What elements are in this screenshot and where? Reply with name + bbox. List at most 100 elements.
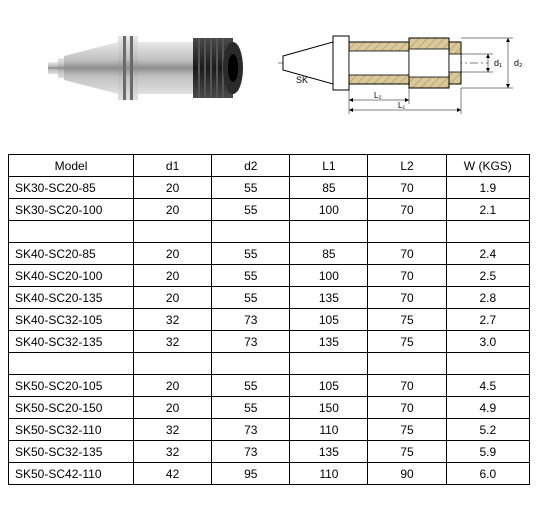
spacer-cell [290,353,368,375]
dim-l2-label: L₂ [374,91,382,100]
cell-model: SK40-SC20-85 [9,243,134,265]
cell-value: 70 [368,199,446,221]
cell-value: 20 [134,243,212,265]
cell-value: 32 [134,441,212,463]
cell-value: 70 [368,265,446,287]
cell-value: 150 [290,397,368,419]
cell-value: 73 [212,419,290,441]
cell-value: 32 [134,331,212,353]
table-row: SK40-SC32-1353273135753.0 [9,331,530,353]
cell-model: SK40-SC20-100 [9,265,134,287]
spec-table: Model d1 d2 L1 L2 W (KGS) SK30-SC20-8520… [8,154,530,485]
cell-model: SK40-SC32-105 [9,309,134,331]
cell-value: 20 [134,265,212,287]
cell-value: 2.5 [446,265,529,287]
cell-model: SK50-SC42-110 [9,463,134,485]
cell-value: 1.9 [446,177,529,199]
cell-value: 135 [290,331,368,353]
cell-value: 55 [212,265,290,287]
spacer-cell [446,353,529,375]
cell-value: 135 [290,287,368,309]
cell-value: 70 [368,177,446,199]
cell-value: 55 [212,287,290,309]
spacer-cell [368,221,446,243]
cell-value: 70 [368,375,446,397]
cell-value: 2.1 [446,199,529,221]
table-spacer-row [9,221,530,243]
cell-value: 55 [212,243,290,265]
cell-value: 75 [368,419,446,441]
cell-value: 20 [134,397,212,419]
cell-value: 2.4 [446,243,529,265]
table-header-row: Model d1 d2 L1 L2 W (KGS) [9,155,530,177]
table-row: SK40-SC20-1352055135702.8 [9,287,530,309]
table-spacer-row [9,353,530,375]
cell-model: SK40-SC20-135 [9,287,134,309]
cell-value: 32 [134,419,212,441]
sk-label: SK [296,75,308,85]
table-row: SK50-SC32-1353273135755.9 [9,441,530,463]
table-row: SK50-SC42-1104295110906.0 [9,463,530,485]
cell-value: 32 [134,309,212,331]
col-d1: d1 [134,155,212,177]
cell-value: 4.5 [446,375,529,397]
cell-value: 75 [368,331,446,353]
cell-value: 70 [368,243,446,265]
table-row: SK40-SC20-1002055100702.5 [9,265,530,287]
cell-value: 105 [290,375,368,397]
cell-model: SK50-SC20-105 [9,375,134,397]
cell-value: 105 [290,309,368,331]
cell-model: SK50-SC20-150 [9,397,134,419]
cell-value: 70 [368,397,446,419]
cell-value: 73 [212,309,290,331]
table-row: SK50-SC20-1052055105704.5 [9,375,530,397]
cell-value: 55 [212,199,290,221]
col-w: W (KGS) [446,155,529,177]
cell-value: 75 [368,309,446,331]
spacer-cell [134,221,212,243]
cell-value: 4.9 [446,397,529,419]
cell-value: 73 [212,441,290,463]
cell-value: 110 [290,419,368,441]
cell-value: 20 [134,287,212,309]
cell-value: 2.8 [446,287,529,309]
cell-value: 110 [290,463,368,485]
col-d2: d2 [212,155,290,177]
cell-value: 6.0 [446,463,529,485]
spacer-cell [9,353,134,375]
cell-value: 55 [212,375,290,397]
table-row: SK40-SC20-85205585702.4 [9,243,530,265]
tool-technical-drawing: SK d₁ d₂ L₂ L [278,18,528,128]
cell-value: 95 [212,463,290,485]
cell-value: 100 [290,265,368,287]
table-row: SK40-SC32-1053273105752.7 [9,309,530,331]
spacer-cell [212,221,290,243]
dim-d2-label: d₂ [514,58,523,68]
col-l2: L2 [368,155,446,177]
cell-value: 2.7 [446,309,529,331]
cell-value: 42 [134,463,212,485]
dim-l1-label: L₁ [398,101,405,110]
spacer-cell [446,221,529,243]
col-l1: L1 [290,155,368,177]
cell-value: 55 [212,397,290,419]
cell-value: 55 [212,177,290,199]
cell-value: 75 [368,441,446,463]
spacer-cell [368,353,446,375]
cell-value: 5.9 [446,441,529,463]
table-row: SK50-SC32-1103273110755.2 [9,419,530,441]
tool-photo [48,28,248,108]
cell-value: 85 [290,243,368,265]
cell-value: 70 [368,287,446,309]
product-images: SK d₁ d₂ L₂ L [8,8,530,138]
cell-model: SK30-SC20-100 [9,199,134,221]
table-row: SK30-SC20-85205585701.9 [9,177,530,199]
spacer-cell [9,221,134,243]
cell-model: SK50-SC32-110 [9,419,134,441]
cell-value: 100 [290,199,368,221]
dim-d1-label: d₁ [494,58,502,68]
spacer-cell [212,353,290,375]
cell-value: 20 [134,375,212,397]
cell-model: SK30-SC20-85 [9,177,134,199]
cell-model: SK50-SC32-135 [9,441,134,463]
